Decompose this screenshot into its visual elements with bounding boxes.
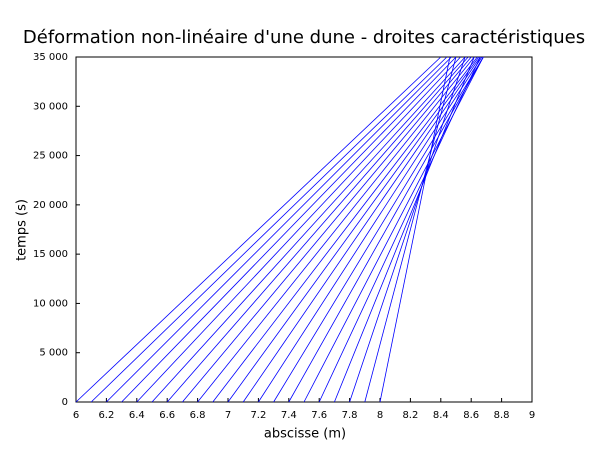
characteristic-line	[273, 56, 484, 403]
characteristic-line	[227, 56, 480, 403]
characteristic-line	[136, 56, 461, 403]
x-tick-label: 6.8	[190, 410, 206, 421]
x-axis-label: abscisse (m)	[264, 427, 346, 442]
characteristic-line	[212, 56, 478, 403]
x-tick-label: 7.8	[342, 410, 358, 421]
x-tick-label: 7.4	[281, 410, 297, 421]
x-tick-label: 6.2	[98, 410, 114, 421]
y-tick-label: 10 000	[33, 298, 68, 309]
x-tick-label: 8.4	[433, 410, 449, 421]
chart-title: Déformation non-linéaire d'une dune - dr…	[23, 27, 585, 48]
x-tick-label: 9	[529, 410, 535, 421]
y-tick-label: 35 000	[33, 52, 68, 63]
characteristic-line	[349, 56, 466, 403]
x-tick-label: 8.2	[402, 410, 418, 421]
y-axis-label: temps (s)	[15, 199, 30, 261]
x-tick-label: 6	[73, 410, 79, 421]
x-tick-label: 7.2	[250, 410, 266, 421]
characteristic-line	[334, 56, 475, 403]
x-tick-label: 6.4	[129, 410, 145, 421]
characteristic-line	[197, 56, 475, 403]
x-tick-label: 8.8	[494, 410, 510, 421]
characteristic-line	[75, 56, 442, 403]
characteristic-line	[364, 56, 457, 403]
characteristic-line	[379, 56, 451, 403]
x-tick-label: 6.6	[159, 410, 175, 421]
characteristic-line	[166, 56, 469, 403]
y-tick-label: 25 000	[33, 151, 68, 162]
characteristic-line	[90, 56, 448, 403]
characteristic-line	[258, 56, 483, 403]
x-tick-label: 8	[377, 410, 383, 421]
characteristic-line	[121, 56, 457, 403]
x-tick-label: 8.6	[463, 410, 479, 421]
x-tick-label: 7.6	[311, 410, 327, 421]
characteristic-line	[182, 56, 472, 403]
y-tick-label: 20 000	[33, 200, 68, 211]
characteristic-line	[318, 56, 481, 403]
x-tick-label: 7	[225, 410, 231, 421]
y-tick-label: 0	[62, 397, 68, 408]
characteristic-line	[151, 56, 466, 403]
y-tick-label: 15 000	[33, 249, 68, 260]
y-tick-label: 5 000	[39, 348, 68, 359]
characteristic-line	[106, 56, 452, 403]
y-tick-label: 30 000	[33, 101, 68, 112]
